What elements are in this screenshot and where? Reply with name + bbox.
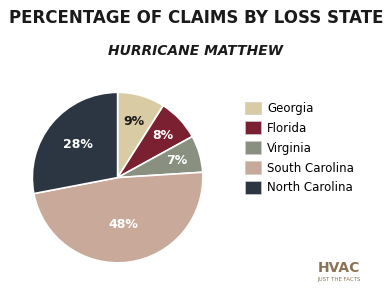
Text: 7%: 7%	[166, 154, 187, 167]
Text: 48%: 48%	[109, 218, 138, 231]
Text: JUST THE FACTS: JUST THE FACTS	[318, 277, 361, 282]
Text: 9%: 9%	[123, 115, 144, 128]
Legend: Georgia, Florida, Virginia, South Carolina, North Carolina: Georgia, Florida, Virginia, South Caroli…	[241, 98, 358, 198]
Wedge shape	[118, 136, 203, 178]
Wedge shape	[33, 92, 118, 194]
Text: 28%: 28%	[63, 139, 93, 152]
Text: 8%: 8%	[152, 129, 173, 142]
Text: HVAC: HVAC	[318, 261, 360, 275]
Wedge shape	[34, 172, 203, 263]
Wedge shape	[118, 106, 192, 178]
Text: PERCENTAGE OF CLAIMS BY LOSS STATE: PERCENTAGE OF CLAIMS BY LOSS STATE	[9, 9, 383, 27]
Wedge shape	[118, 92, 163, 178]
Text: HURRICANE MATTHEW: HURRICANE MATTHEW	[109, 44, 283, 58]
